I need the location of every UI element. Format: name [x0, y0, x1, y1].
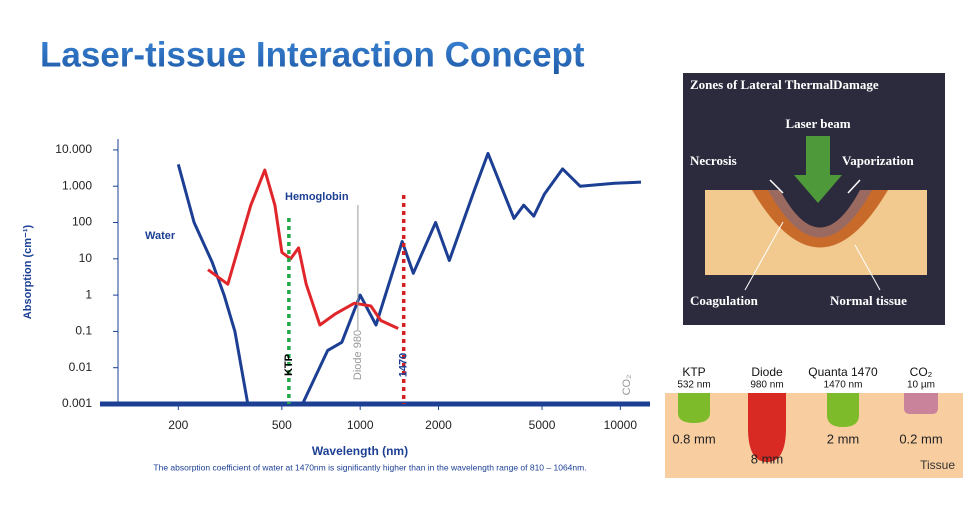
marker-label: 1470 [398, 353, 410, 377]
laser-wavelength: 532 nm [677, 380, 710, 391]
x-tick-label: 500 [272, 418, 292, 432]
figure-label: Vaporization [842, 153, 915, 168]
laser-wavelength: 10 µm [907, 380, 935, 391]
x-tick-label: 5000 [529, 418, 556, 432]
x-axis-label: Wavelength (nm) [312, 444, 408, 458]
laser-name: KTP [682, 365, 705, 379]
y-tick-label: 1 [85, 287, 92, 301]
laser-name: Quanta 1470 [808, 365, 878, 379]
x-tick-label: 200 [168, 418, 188, 432]
x-tick-label: 10000 [604, 418, 638, 432]
series-label: Water [145, 230, 176, 242]
marker-label: KTP [283, 354, 295, 376]
x-tick-label: 2000 [425, 418, 452, 432]
tissue-label: Tissue [920, 458, 955, 472]
laser-wavelength: 1470 nm [824, 380, 863, 391]
series-label: Hemoglobin [285, 191, 349, 203]
series-line [176, 151, 642, 406]
marker-label: Diode 980 [352, 330, 364, 380]
series-line [207, 168, 399, 330]
tissue-depth-figure: Tissue [665, 393, 963, 478]
caption: The absorption coefficient of water at 1… [153, 462, 586, 472]
laser-name: CO₂ [910, 365, 933, 379]
y-tick-label: 10 [79, 251, 93, 265]
y-tick-label: 0.01 [69, 360, 93, 374]
y-tick-label: 0.1 [75, 324, 92, 338]
figure-label: Normal tissue [830, 293, 907, 308]
penetration-depth: 0.2 mm [899, 431, 942, 446]
figure-label: Coagulation [690, 293, 759, 308]
y-tick-label: 1.000 [62, 178, 92, 192]
slide-title: Laser-tissue Interaction Concept [40, 35, 585, 74]
laser-wavelength: 980 nm [750, 380, 783, 391]
figure-label: Necrosis [690, 153, 737, 168]
marker-label: CO₂ [621, 375, 633, 396]
figure-title: Zones of Lateral ThermalDamage [690, 77, 879, 92]
penetration-depth: 8 mm [751, 451, 784, 466]
penetration-depth: 0.8 mm [672, 431, 715, 446]
laser-name: Diode [751, 365, 783, 379]
y-tick-label: 0.001 [62, 396, 92, 410]
y-tick-label: 10.000 [55, 142, 92, 156]
penetration-depth: 2 mm [827, 431, 860, 446]
thermal-damage-figure: Zones of Lateral ThermalDamage Laser bea… [683, 73, 945, 325]
y-tick-label: 100 [72, 215, 92, 229]
x-tick-label: 1000 [347, 418, 374, 432]
figure-label: Laser beam [785, 116, 850, 131]
y-axis-label: Absorption (cm⁻¹) [22, 224, 34, 319]
